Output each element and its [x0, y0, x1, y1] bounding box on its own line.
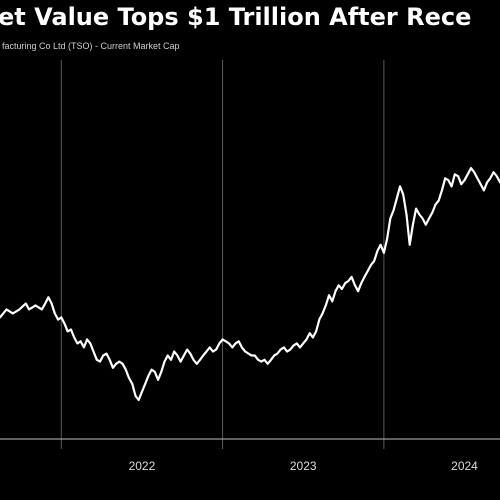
x-tick-label-2024: 2024 — [451, 459, 478, 473]
series-layer — [0, 167, 500, 402]
x-tick-label-2023: 2023 — [290, 459, 317, 473]
chart-subtitle: facturing Co Ltd (TSO) - Current Market … — [2, 41, 180, 51]
series-line-0 — [0, 167, 500, 402]
grid-layer — [60, 60, 385, 449]
chart-title: et Value Tops $1 Trillion After Rece — [0, 3, 472, 31]
x-tick-label-2022: 2022 — [129, 459, 156, 473]
x-tick-layer: 2022 2023 2024 — [129, 459, 479, 473]
